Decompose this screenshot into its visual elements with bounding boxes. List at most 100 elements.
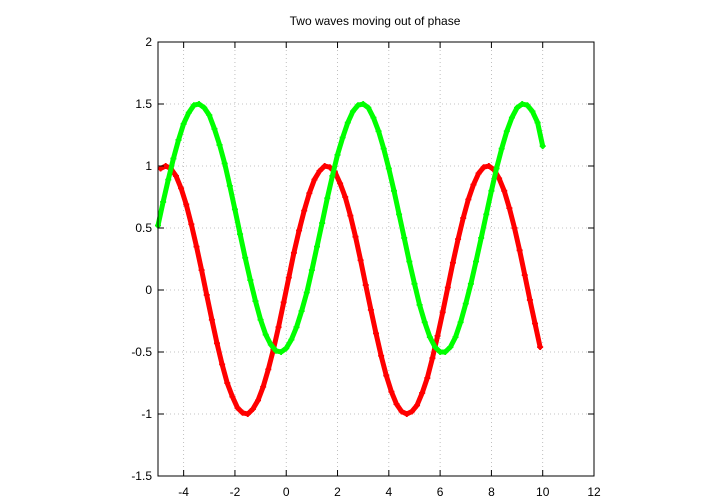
data-point: [360, 101, 367, 107]
data-point: [303, 289, 310, 296]
data-point: [485, 163, 492, 169]
data-point: [342, 194, 349, 200]
data-point: [434, 332, 441, 339]
x-tick-label: 4: [385, 485, 392, 499]
data-point: [234, 404, 241, 411]
data-point: [380, 145, 387, 152]
data-point: [196, 101, 203, 107]
data-point: [496, 175, 503, 182]
data-point: [383, 372, 390, 379]
data-point: [293, 324, 300, 331]
data-point: [301, 207, 308, 214]
data-point: [347, 212, 354, 219]
data-point: [221, 160, 228, 167]
data-point: [344, 119, 351, 126]
data-point: [213, 340, 220, 347]
y-tick-label: 1.5: [135, 97, 152, 111]
data-point: [239, 409, 246, 416]
data-point: [393, 401, 400, 408]
data-point: [475, 170, 482, 177]
data-point: [280, 299, 287, 306]
data-point: [378, 352, 385, 359]
data-point: [367, 306, 374, 313]
data-point: [452, 334, 459, 341]
y-tick-label: 0: [145, 283, 152, 297]
data-point: [193, 243, 200, 250]
y-tick-label: 0.5: [135, 221, 152, 235]
data-point: [316, 167, 323, 174]
data-point: [278, 349, 285, 355]
chart-title: Two waves moving out of phase: [290, 14, 461, 28]
data-point: [447, 344, 454, 351]
data-point: [324, 195, 331, 202]
data-point: [375, 128, 382, 135]
data-point: [226, 182, 233, 189]
data-point: [470, 181, 477, 188]
data-point: [206, 112, 213, 119]
data-point: [526, 296, 533, 303]
y-tick-label: 2: [145, 35, 152, 49]
y-tick-label: 1: [145, 159, 152, 173]
x-tick-label: 2: [334, 485, 341, 499]
data-point: [457, 319, 464, 326]
data-point: [521, 272, 528, 279]
data-point: [298, 308, 305, 315]
data-point: [288, 336, 295, 343]
data-point: [249, 406, 256, 413]
data-point: [314, 243, 321, 250]
data-point: [247, 277, 254, 284]
x-tick-label: 12: [587, 485, 601, 499]
data-point: [465, 196, 472, 203]
data-point: [260, 383, 267, 390]
data-point: [524, 102, 531, 109]
data-point: [462, 300, 469, 307]
data-point: [178, 185, 185, 192]
data-point: [306, 190, 313, 197]
data-point: [534, 119, 541, 126]
data-point: [370, 114, 377, 121]
y-tick-label: -1: [141, 407, 152, 421]
data-point: [411, 280, 418, 287]
data-point: [498, 145, 505, 152]
series-layer: [155, 101, 546, 417]
data-point: [426, 334, 433, 341]
data-point: [501, 187, 508, 194]
data-point: [401, 234, 408, 241]
data-point: [290, 249, 297, 256]
grid-layer: [158, 42, 594, 476]
data-point: [467, 280, 474, 287]
data-point: [444, 284, 451, 291]
data-point: [296, 227, 303, 234]
data-point: [514, 104, 521, 111]
data-point: [488, 187, 495, 194]
data-point: [183, 201, 190, 208]
data-point: [326, 164, 333, 171]
data-point: [275, 324, 282, 331]
data-point: [406, 258, 413, 265]
data-point: [352, 233, 359, 240]
data-point: [257, 316, 264, 323]
data-point: [398, 408, 405, 415]
x-tick-label: -4: [178, 485, 189, 499]
plot-frame: [157, 41, 595, 477]
data-point: [337, 180, 344, 187]
data-point: [203, 291, 210, 298]
data-point: [421, 319, 428, 326]
data-point: [224, 380, 231, 386]
data-point: [424, 375, 431, 382]
data-point: [414, 402, 421, 409]
data-point: [231, 206, 238, 213]
data-point: [188, 221, 195, 228]
data-point: [362, 282, 369, 289]
data-point: [439, 309, 446, 316]
series-2: [155, 101, 546, 355]
data-point: [416, 301, 423, 308]
x-tick-label: -2: [230, 485, 241, 499]
data-point: [198, 267, 205, 274]
data-point: [255, 397, 262, 404]
data-point: [244, 411, 251, 417]
data-point: [211, 125, 218, 132]
data-point: [442, 349, 449, 355]
data-point: [172, 172, 179, 179]
